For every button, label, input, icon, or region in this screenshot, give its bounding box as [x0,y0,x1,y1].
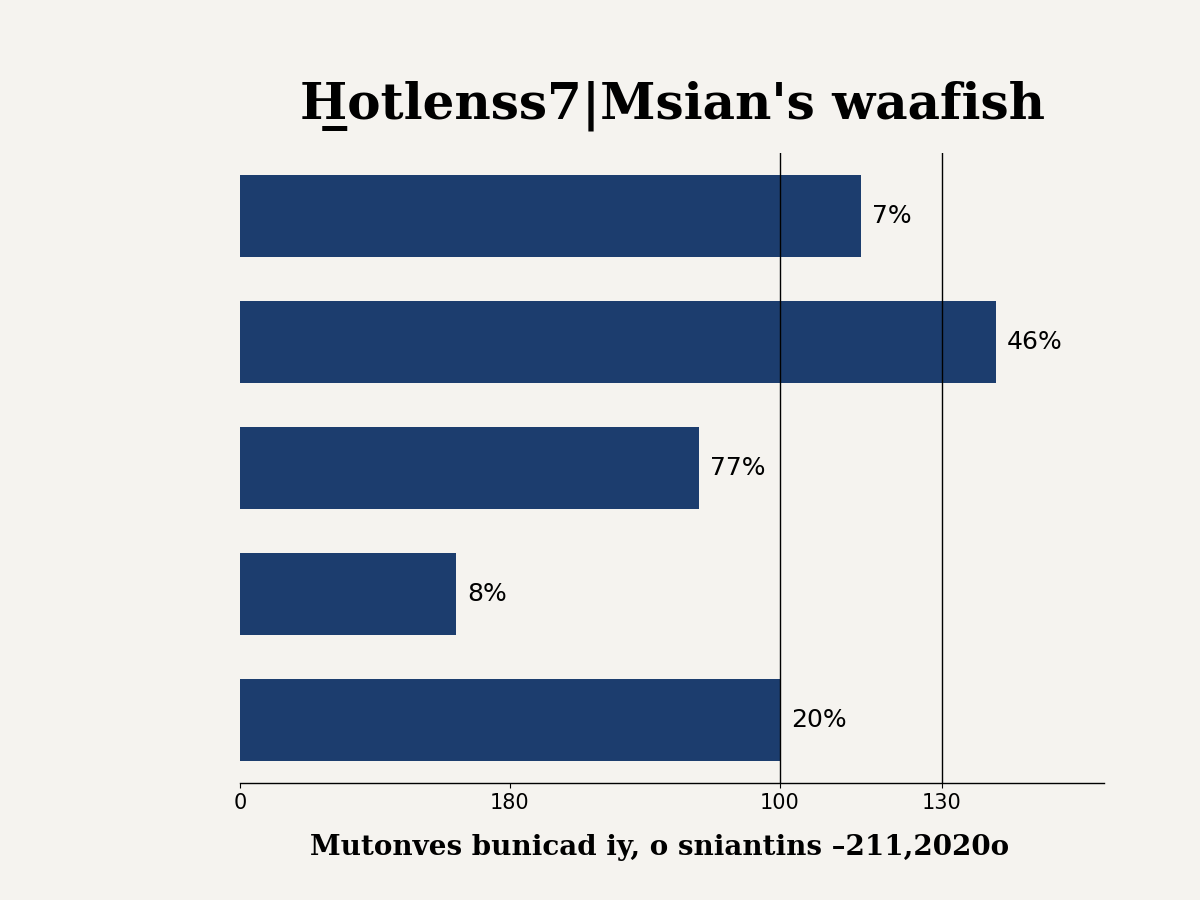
Text: Mutonves bunicad iy, o sniantins –211,2020o: Mutonves bunicad iy, o sniantins –211,20… [311,834,1009,861]
Bar [240,427,698,509]
Title: H̲otlenss7|Msian's waafish: H̲otlenss7|Msian's waafish [300,80,1044,130]
Bar [240,175,862,257]
Bar [240,553,456,635]
Text: 7%: 7% [872,204,912,228]
Text: 77%: 77% [710,456,766,480]
Bar [240,302,996,383]
Text: 46%: 46% [1007,330,1062,354]
Text: 20%: 20% [791,708,846,732]
Bar [240,679,780,760]
Text: 8%: 8% [467,582,506,606]
